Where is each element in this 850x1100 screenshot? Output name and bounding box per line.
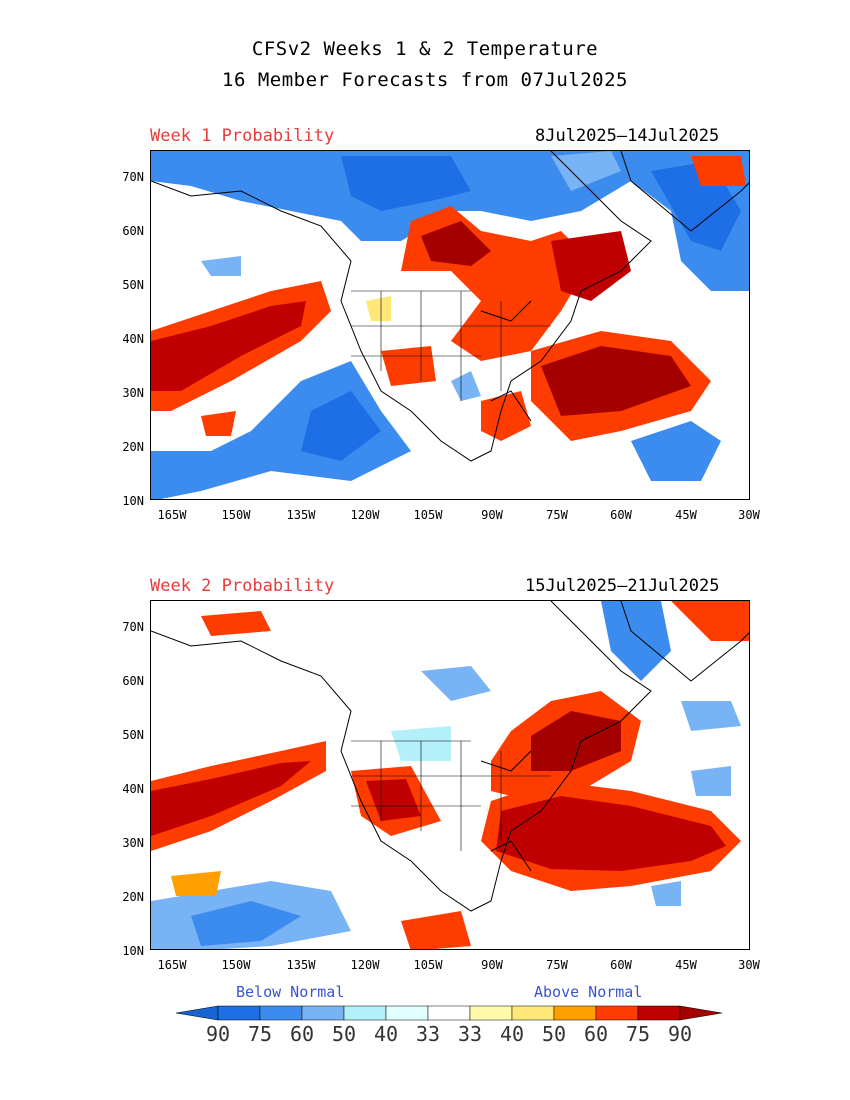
lat-label: 60N	[122, 224, 144, 238]
week2-label: Week 2 Probability	[150, 576, 335, 596]
lat-label: 20N	[122, 440, 144, 454]
lon-label: 165W	[157, 508, 187, 522]
lon-label: 165W	[157, 958, 187, 972]
week2-coastlines	[151, 601, 749, 912]
lon-label: 30W	[738, 508, 760, 522]
week1-above-normal-shading	[151, 156, 746, 441]
lon-label: 90W	[481, 958, 503, 972]
legend-cell	[301, 1005, 345, 1021]
legend-cell	[469, 1005, 513, 1021]
lon-label: 90W	[481, 508, 503, 522]
week2-map-svg	[151, 601, 749, 949]
legend-cell	[595, 1005, 639, 1021]
legend-value: 40	[499, 1022, 525, 1046]
legend-cell	[217, 1005, 261, 1021]
week1-below-normal-shading	[151, 151, 749, 499]
legend-value: 60	[583, 1022, 609, 1046]
week1-coastlines	[151, 151, 749, 462]
lat-label: 10N	[122, 944, 144, 958]
legend-value: 33	[457, 1022, 483, 1046]
week1-label: Week 1 Probability	[150, 126, 335, 146]
lon-label: 75W	[546, 958, 568, 972]
legend-cell	[259, 1005, 303, 1021]
legend-value: 40	[373, 1022, 399, 1046]
lon-label: 30W	[738, 958, 760, 972]
week1-map-svg	[151, 151, 749, 499]
week2-map	[150, 600, 750, 950]
legend-below-normal-label: Below Normal	[236, 983, 345, 1001]
lon-label: 45W	[675, 958, 697, 972]
lat-label: 70N	[122, 170, 144, 184]
week1-map	[150, 150, 750, 500]
week1-dates: 8Jul2025—14Jul2025	[535, 126, 720, 146]
legend-value: 33	[415, 1022, 441, 1046]
legend-above-normal-label: Above Normal	[534, 983, 643, 1001]
lat-label: 50N	[122, 728, 144, 742]
lon-label: 120W	[350, 508, 380, 522]
lat-label: 40N	[122, 332, 144, 346]
week2-above-normal-shading	[151, 601, 749, 949]
week1-state-borders	[351, 290, 551, 401]
legend-cell	[385, 1005, 429, 1021]
legend-colorbar-cells	[176, 1005, 723, 1021]
legend-value: 50	[331, 1022, 357, 1046]
lat-label: 70N	[122, 620, 144, 634]
legend-cell	[637, 1005, 681, 1021]
legend-value: 60	[289, 1022, 315, 1046]
lon-label: 150W	[221, 958, 251, 972]
legend-value: 50	[541, 1022, 567, 1046]
lon-label: 60W	[610, 508, 632, 522]
chart-title-line2: 16 Member Forecasts from 07Jul2025	[222, 69, 628, 91]
lon-label: 60W	[610, 958, 632, 972]
lon-label: 105W	[413, 508, 443, 522]
legend-value: 75	[625, 1022, 651, 1046]
legend-arrow-right	[679, 1005, 723, 1021]
lon-label: 105W	[413, 958, 443, 972]
lon-label: 75W	[546, 508, 568, 522]
legend-arrow-left	[176, 1005, 219, 1021]
week2-dates: 15Jul2025—21Jul2025	[525, 576, 720, 596]
legend-value: 75	[247, 1022, 273, 1046]
lat-label: 30N	[122, 836, 144, 850]
week2-state-borders	[351, 740, 551, 851]
lon-label: 150W	[221, 508, 251, 522]
legend-cell	[511, 1005, 555, 1021]
legend-cell	[553, 1005, 597, 1021]
lon-label: 135W	[286, 508, 316, 522]
lon-label: 135W	[286, 958, 316, 972]
lon-label: 45W	[675, 508, 697, 522]
legend-cell	[343, 1005, 387, 1021]
lat-label: 60N	[122, 674, 144, 688]
chart-title-line1: CFSv2 Weeks 1 & 2 Temperature	[251, 38, 599, 60]
lat-label: 10N	[122, 494, 144, 508]
lon-label: 120W	[350, 958, 380, 972]
legend-value: 90	[205, 1022, 231, 1046]
legend-colorbar	[176, 1005, 723, 1021]
lat-label: 40N	[122, 782, 144, 796]
legend-value: 90	[667, 1022, 693, 1046]
lat-label: 30N	[122, 386, 144, 400]
lat-label: 50N	[122, 278, 144, 292]
lat-label: 20N	[122, 890, 144, 904]
legend-cell	[427, 1005, 471, 1021]
